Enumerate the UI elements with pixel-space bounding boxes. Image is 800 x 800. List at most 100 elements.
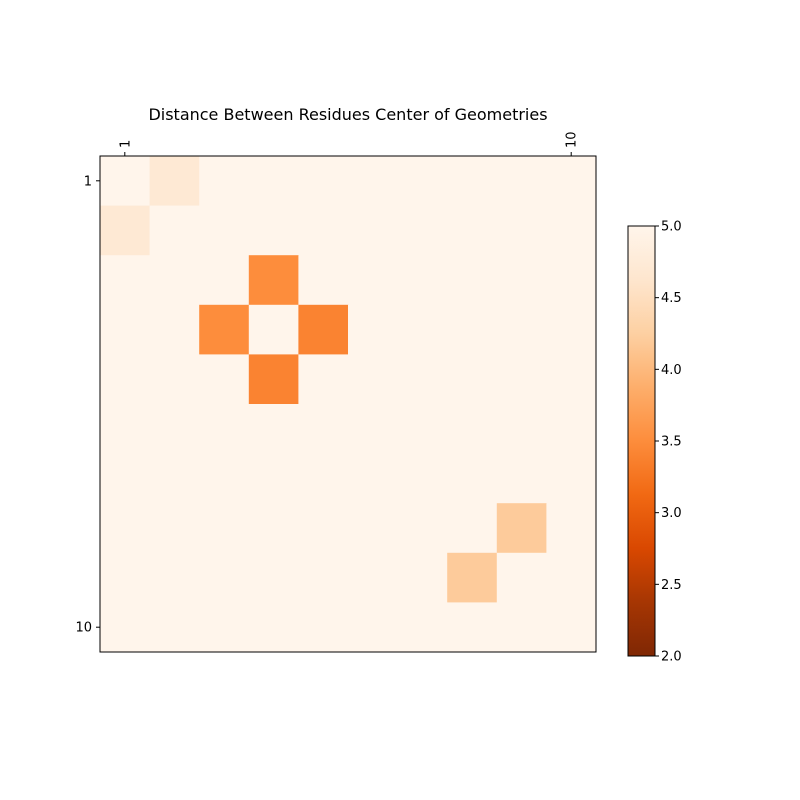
heatmap-cell — [546, 503, 597, 554]
chart-title: Distance Between Residues Center of Geom… — [148, 105, 547, 124]
heatmap-cell — [348, 354, 399, 405]
colorbar-tick-label: 3.5 — [661, 435, 682, 450]
heatmap-cell — [397, 552, 448, 603]
heatmap-cell — [248, 304, 299, 355]
colorbar-tick-label: 2.5 — [661, 578, 682, 593]
heatmap-cell — [298, 552, 349, 603]
heatmap-cell — [298, 453, 349, 504]
heatmap-cell — [397, 453, 448, 504]
heatmap-cell — [348, 404, 399, 455]
heatmap-cell — [149, 503, 200, 554]
heatmap-cell — [149, 304, 200, 355]
colorbar-scale — [628, 226, 655, 656]
heatmap-cell — [199, 453, 250, 504]
heatmap-cell — [447, 156, 498, 207]
heatmap-cell — [149, 552, 200, 603]
x-tick-label: 1 — [118, 140, 133, 148]
heatmap-cell — [397, 156, 448, 207]
heatmap-cell — [149, 354, 200, 405]
heatmap-cell — [546, 552, 597, 603]
heatmap-cell — [447, 255, 498, 306]
heatmap-cell — [199, 205, 250, 256]
heatmap-cell — [348, 552, 399, 603]
heatmap-cell — [496, 156, 547, 207]
heatmap-cell — [149, 255, 200, 306]
heatmap-cell — [447, 552, 498, 603]
heatmap-cell — [298, 255, 349, 306]
heatmap-cell — [100, 503, 151, 554]
heatmap-cell — [348, 602, 399, 653]
colorbar: 2.0 2.5 3.0 3.5 4.0 4.5 5.0 — [627, 220, 682, 665]
heatmap-cell — [248, 255, 299, 306]
heatmap-cell — [348, 156, 399, 207]
heatmap-cell — [397, 304, 448, 355]
heatmap-cell — [397, 255, 448, 306]
heatmap-cells — [100, 156, 597, 653]
heatmap-cell — [496, 354, 547, 405]
y-tick-label: 10 — [75, 621, 92, 636]
heatmap-cell — [100, 205, 151, 256]
heatmap-cell — [100, 602, 151, 653]
heatmap-cell — [248, 602, 299, 653]
heatmap-cell — [447, 304, 498, 355]
y-tick-label: 1 — [84, 174, 92, 189]
heatmap-cell — [447, 404, 498, 455]
heatmap-cell — [496, 602, 547, 653]
heatmap-cell — [100, 304, 151, 355]
colorbar-tick-label: 4.5 — [661, 291, 682, 306]
heatmap-cell — [199, 602, 250, 653]
heatmap-cell — [298, 304, 349, 355]
heatmap-cell — [496, 453, 547, 504]
heatmap-cell — [496, 503, 547, 554]
heatmap-cell — [348, 304, 399, 355]
heatmap-cell — [447, 205, 498, 256]
heatmap-cell — [546, 354, 597, 405]
heatmap-cell — [248, 404, 299, 455]
heatmap-cell — [348, 453, 399, 504]
heatmap-cell — [100, 404, 151, 455]
heatmap-cell — [199, 156, 250, 207]
heatmap-cell — [248, 453, 299, 504]
heatmap-cell — [496, 205, 547, 256]
heatmap-cell — [199, 354, 250, 405]
heatmap-cell — [298, 503, 349, 554]
heatmap-cell — [397, 205, 448, 256]
heatmap-cell — [447, 503, 498, 554]
colorbar-ticks: 2.0 2.5 3.0 3.5 4.0 4.5 5.0 — [655, 220, 682, 665]
colorbar-tick-label: 3.0 — [661, 506, 682, 521]
heatmap-cell — [199, 404, 250, 455]
heatmap-cell — [199, 255, 250, 306]
heatmap-cell — [298, 156, 349, 207]
heatmap-cell — [248, 552, 299, 603]
heatmap-cell — [248, 354, 299, 405]
heatmap-cell — [298, 602, 349, 653]
heatmap-cell — [348, 503, 399, 554]
heatmap-cell — [496, 552, 547, 603]
heatmap-cell — [100, 255, 151, 306]
heatmap-cell — [397, 404, 448, 455]
heatmap-cell — [100, 552, 151, 603]
heatmap-cell — [496, 304, 547, 355]
heatmap-cell — [397, 503, 448, 554]
heatmap-cell — [199, 503, 250, 554]
heatmap-cell — [546, 255, 597, 306]
y-axis-left: 1 10 — [75, 174, 100, 636]
colorbar-tick-label: 2.0 — [661, 650, 682, 665]
heatmap-cell — [496, 255, 547, 306]
heatmap-cell — [149, 404, 200, 455]
heatmap-cell — [546, 404, 597, 455]
heatmap-cell — [100, 453, 151, 504]
heatmap-cell — [199, 552, 250, 603]
heatmap-cell — [298, 404, 349, 455]
x-axis-top: 1 10 — [118, 131, 580, 156]
heatmap-cell — [496, 404, 547, 455]
colorbar-tick-label: 4.0 — [661, 363, 682, 378]
heatmap-cell — [100, 156, 151, 207]
heatmap-cell — [149, 453, 200, 504]
heatmap-cell — [199, 304, 250, 355]
heatmap-cell — [149, 156, 200, 207]
heatmap-cell — [546, 205, 597, 256]
heatmap-cell — [397, 354, 448, 405]
heatmap-cell — [248, 156, 299, 207]
